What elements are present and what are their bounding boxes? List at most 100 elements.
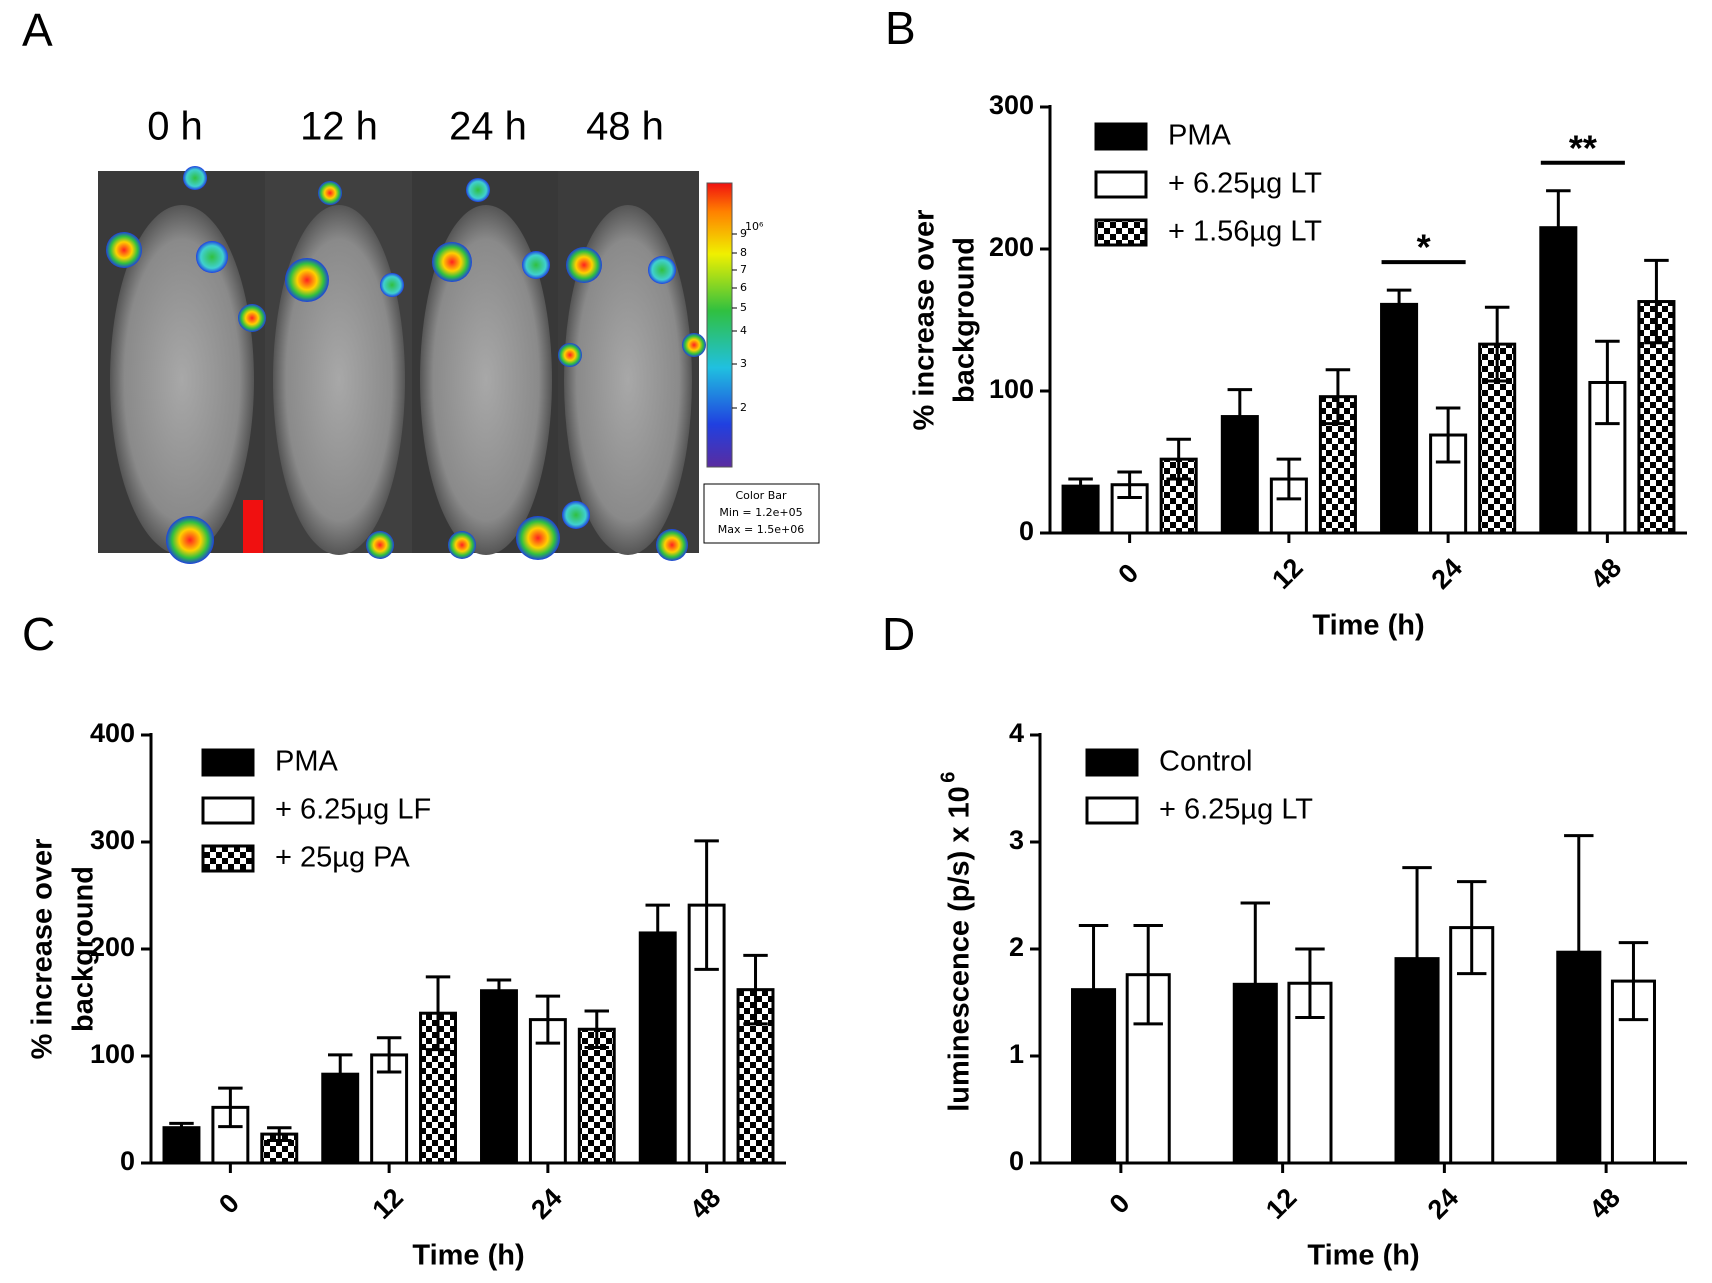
y-tick-label: 100 xyxy=(90,1039,135,1069)
error-bar xyxy=(1484,305,1510,383)
chart: B 0 100 200 300 % increase over background 0 12 2… xyxy=(885,2,1687,642)
significance-label: * xyxy=(1417,227,1431,268)
error-bar xyxy=(328,1053,353,1095)
bar xyxy=(1539,226,1578,535)
x-tick-label: 48 xyxy=(684,1182,726,1224)
panel-letter: A xyxy=(22,4,53,56)
error-bar xyxy=(425,975,451,1052)
colorbar-box-text: Max = 1.5e+06 xyxy=(718,523,804,536)
colorbar-tick-label: 7 xyxy=(740,263,747,276)
legend-swatch xyxy=(1085,748,1139,777)
time-label: 24 h xyxy=(449,105,527,149)
colorbar-ticks: 9 8 7 6 5 4 3 2 xyxy=(732,227,747,414)
error-bar xyxy=(743,953,768,1026)
error-bar xyxy=(1240,901,1271,1068)
error-bar xyxy=(1133,923,1163,1026)
error-bar xyxy=(1276,457,1302,501)
colorbar-tick-label: 4 xyxy=(740,324,747,337)
legend-label: + 25µg PA xyxy=(275,842,410,874)
error-bar xyxy=(1456,880,1487,976)
legend-swatch xyxy=(1094,170,1148,199)
error-bar xyxy=(1068,477,1093,495)
significance-label: ** xyxy=(1569,127,1597,168)
error-bar xyxy=(1595,339,1620,426)
error-bar xyxy=(267,1126,292,1143)
y-tick-label: 0 xyxy=(1019,516,1034,546)
color-bar xyxy=(706,182,733,468)
bar xyxy=(480,989,518,1165)
x-tick-label: 48 xyxy=(1585,552,1627,594)
legend-swatch xyxy=(1094,122,1148,151)
y-tick-label: 3 xyxy=(1009,825,1024,855)
y-axis-label: luminescence (p/s) x 10 xyxy=(944,786,976,1112)
x-axis-label: Time (h) xyxy=(412,1240,524,1272)
x-axis-label: Time (h) xyxy=(1307,1240,1419,1272)
y-tick-label: 200 xyxy=(989,232,1034,262)
image-panel: A 0 h 12 h 24 h 48 h 10⁶ 9 8 7 xyxy=(22,4,820,564)
panel-letter: C xyxy=(22,608,55,660)
y-axis-label: background xyxy=(68,866,100,1032)
error-bar xyxy=(1435,406,1461,464)
time-label: 48 h xyxy=(586,105,664,149)
error-bar xyxy=(1564,834,1594,1071)
x-tick-label: 24 xyxy=(1422,1182,1464,1224)
y-axis-label: % increase over xyxy=(909,210,941,431)
error-bar xyxy=(1546,189,1571,267)
y-axis-label-superscript: 6 xyxy=(937,772,959,783)
error-bar xyxy=(1078,923,1109,1056)
legend-label: Control xyxy=(1159,746,1253,778)
y-tick-label: 0 xyxy=(1009,1146,1024,1176)
error-bar xyxy=(1402,866,1432,1052)
error-bar xyxy=(1644,258,1669,345)
bar xyxy=(638,931,677,1165)
x-tick-label: 12 xyxy=(1260,1182,1302,1224)
legend-label: + 6.25µg LT xyxy=(1168,168,1322,200)
colorbar-unit: 10⁶ xyxy=(745,220,764,233)
error-bar xyxy=(1325,368,1351,426)
legend-swatch xyxy=(1085,796,1139,825)
legend-swatch xyxy=(201,844,255,873)
mouse-images xyxy=(98,166,706,564)
y-tick-label: 0 xyxy=(120,1146,135,1176)
x-tick-label: 0 xyxy=(1104,1188,1136,1220)
x-tick-label: 48 xyxy=(1584,1182,1626,1224)
colorbar-tick-label: 3 xyxy=(740,357,747,370)
colorbar-tick-label: 9 xyxy=(740,227,747,240)
x-tick-label: 12 xyxy=(367,1182,409,1224)
legend-label: PMA xyxy=(275,746,339,778)
bar xyxy=(577,1027,616,1165)
y-tick-label: 400 xyxy=(90,718,135,748)
error-bar xyxy=(1295,947,1325,1019)
colorbar-tick-label: 8 xyxy=(740,246,747,259)
x-tick-label: 0 xyxy=(213,1188,245,1220)
y-tick-label: 300 xyxy=(989,90,1034,120)
x-tick-label: 24 xyxy=(1426,552,1468,594)
bar xyxy=(1380,302,1419,535)
y-axis-label: % increase over xyxy=(27,839,59,1060)
legend-label: + 1.56µg LT xyxy=(1168,216,1322,248)
y-tick-label: 100 xyxy=(989,374,1034,404)
y-tick-label: 1 xyxy=(1009,1039,1024,1069)
legend-swatch xyxy=(201,796,255,825)
error-bar xyxy=(169,1121,194,1134)
y-tick-label: 300 xyxy=(90,825,135,855)
colorbar-tick-label: 6 xyxy=(740,281,747,294)
colorbar-box xyxy=(703,483,820,544)
error-bar xyxy=(694,839,719,971)
error-bar xyxy=(1386,288,1412,321)
colorbar-box-text: Color Bar xyxy=(735,489,787,502)
error-bar xyxy=(376,1036,402,1074)
colorbar-tick-label: 2 xyxy=(740,401,747,414)
error-bar xyxy=(1166,437,1191,481)
x-tick-label: 0 xyxy=(1112,558,1144,590)
error-bar xyxy=(1227,388,1253,446)
legend-swatch xyxy=(201,748,255,777)
error-bar xyxy=(535,994,561,1045)
panel-letter: D xyxy=(882,608,915,660)
chart: C 0 100 200 300 400 % increase over background 0… xyxy=(22,608,786,1272)
legend-swatch xyxy=(1094,218,1148,247)
legend-label: + 6.25µg LF xyxy=(275,794,431,826)
y-axis-label: background xyxy=(949,237,981,403)
